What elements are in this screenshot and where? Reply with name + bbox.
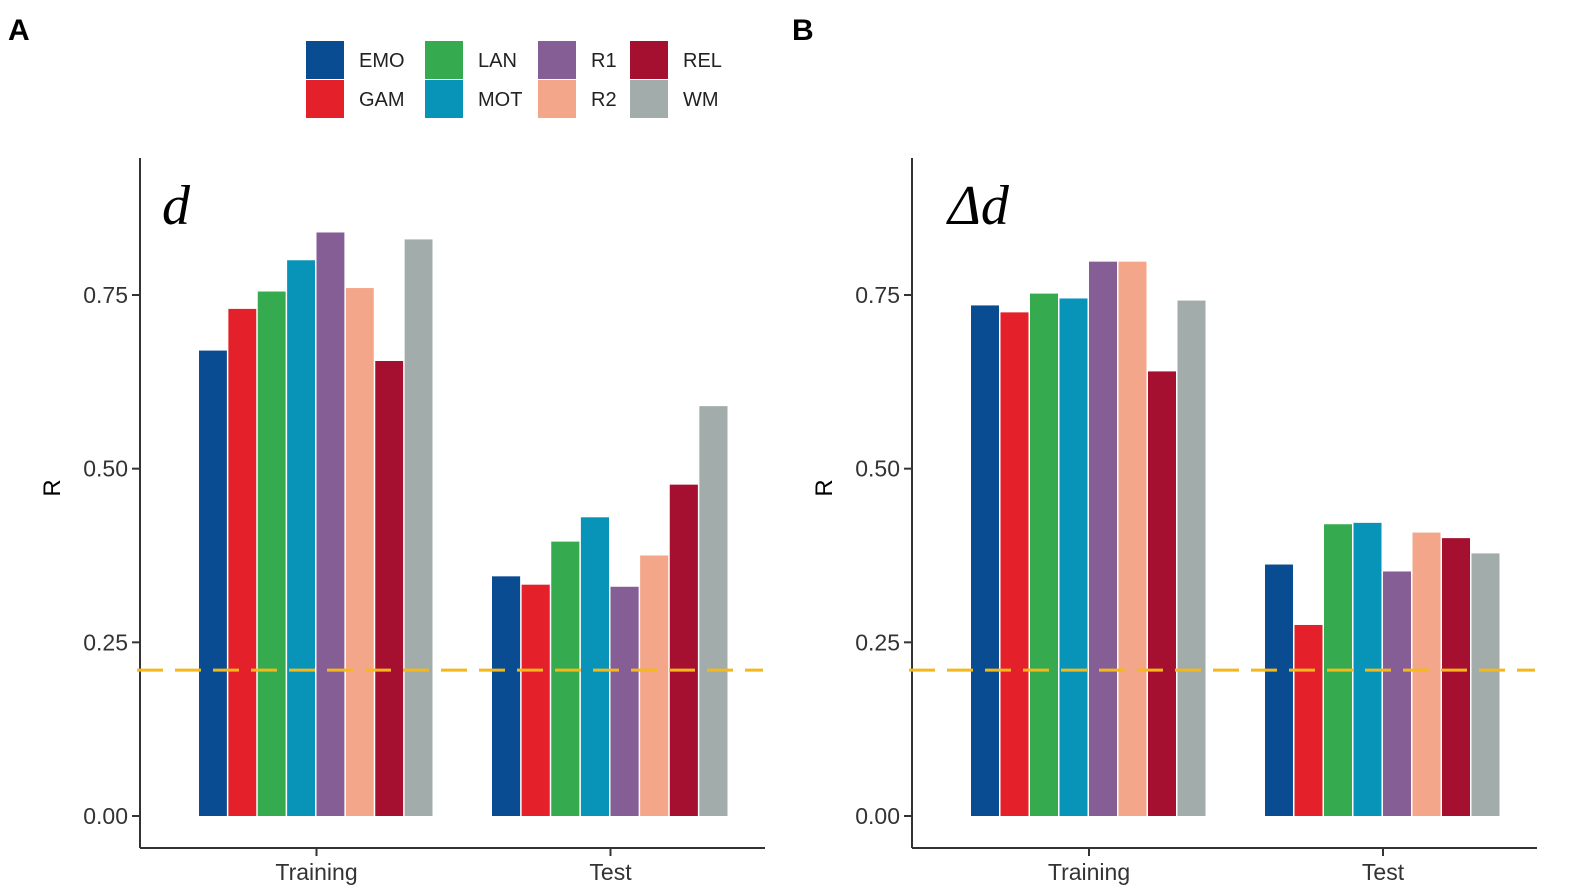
legend-label-r2: R2 (591, 89, 617, 111)
y-tick-label: 0.00 (855, 803, 900, 829)
bar-r2-test (640, 555, 669, 816)
bar-r1-training (1089, 261, 1117, 816)
x-tick-label-training: Training (275, 859, 357, 885)
bar-gam-training (1000, 312, 1029, 816)
bar-mot-training (287, 260, 315, 816)
y-tick-label: 0.25 (855, 629, 900, 655)
panel-b: B 0.00 0.25 0.50 0.75 R Δd Training Test (792, 14, 1537, 885)
bar-r1-test (1383, 571, 1411, 816)
legend-swatch-r1 (538, 41, 576, 79)
bar-lan-training (257, 291, 286, 816)
x-tick-label-training: Training (1048, 859, 1130, 885)
legend-label-r1: R1 (591, 50, 617, 72)
bar-rel-training (1148, 371, 1176, 816)
y-tick-label: 0.75 (83, 282, 128, 308)
x-tick-label-test: Test (1362, 859, 1405, 885)
bar-r1-training (316, 232, 345, 817)
bar-wm-training (1177, 300, 1206, 816)
bar-lan-training (1030, 293, 1058, 816)
panel-stat-label: Δd (946, 175, 1010, 237)
bar-rel-test (669, 484, 698, 816)
bar-emo-training (199, 350, 227, 816)
y-tick-label: 0.50 (83, 456, 128, 482)
panel-a: A 0.00 0.25 0.50 0.75 Rd Training Test (8, 14, 765, 885)
legend-swatch-emo (306, 41, 344, 79)
x-tick-label-test: Test (589, 859, 632, 885)
bar-gam-test (521, 584, 550, 816)
y-axis-title: R (811, 479, 838, 496)
bar-rel-test (1442, 538, 1470, 816)
bar-rel-training (375, 360, 404, 816)
legend-swatch-lan (425, 41, 463, 79)
legend: EMO GAM LAN MOT R1 R2 REL WM (306, 41, 722, 118)
y-tick-label: 0.25 (83, 629, 128, 655)
legend-label-gam: GAM (359, 89, 405, 111)
bar-lan-test (551, 541, 580, 816)
panel-letter: B (792, 14, 814, 47)
legend-swatch-r2 (538, 80, 576, 118)
bar-r2-test (1412, 532, 1441, 816)
legend-swatch-mot (425, 80, 463, 118)
legend-swatch-gam (306, 80, 344, 118)
bar-wm-test (1471, 553, 1500, 816)
legend-label-emo: EMO (359, 50, 405, 72)
bar-mot-training (1059, 298, 1088, 816)
bar-r1-test (610, 586, 639, 816)
y-tick-label: 0.75 (855, 282, 900, 308)
bar-emo-test (1265, 564, 1293, 816)
y-axis-title: R (39, 479, 66, 496)
bar-emo-test (492, 576, 521, 816)
legend-swatch-rel (630, 41, 668, 79)
bar-wm-training (404, 239, 433, 817)
legend-swatch-wm (630, 80, 668, 118)
panel-letter: A (8, 14, 30, 47)
panel-stat-label: d (162, 175, 191, 237)
bar-gam-test (1294, 624, 1323, 816)
legend-label-rel: REL (683, 50, 722, 72)
legend-label-wm: WM (683, 89, 719, 111)
bar-mot-test (580, 517, 609, 816)
y-tick-label: 0.00 (83, 803, 128, 829)
bar-gam-training (228, 308, 257, 816)
y-tick-label: 0.50 (855, 456, 900, 482)
legend-label-lan: LAN (478, 50, 517, 72)
legend-label-mot: MOT (478, 89, 522, 111)
bar-emo-training (971, 305, 999, 816)
bar-wm-test (699, 406, 728, 816)
bar-r2-training (345, 288, 374, 816)
bar-r2-training (1118, 261, 1147, 816)
